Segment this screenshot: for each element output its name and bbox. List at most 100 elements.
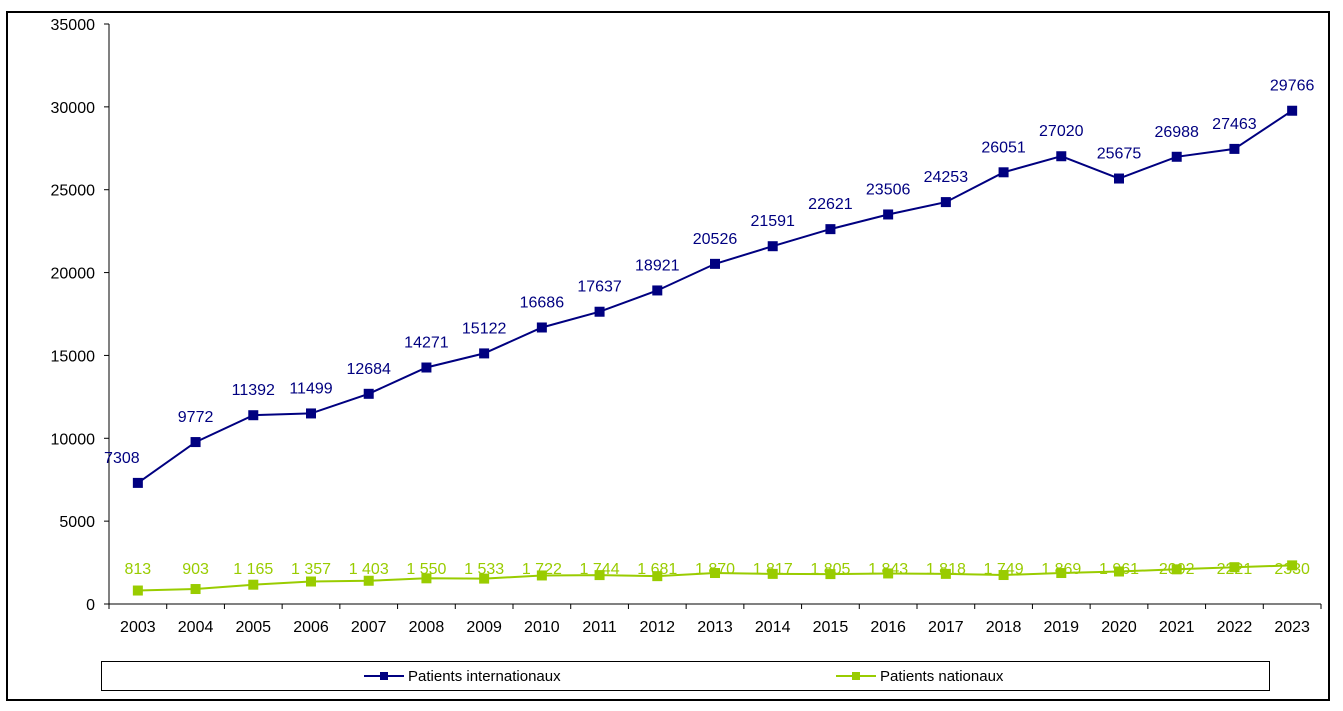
data-label-nationaux: 1 870 (695, 561, 735, 578)
x-tick-label: 2008 (409, 619, 445, 636)
data-point-internationaux (190, 437, 201, 448)
data-label-nationaux: 1 722 (522, 561, 562, 578)
data-point-nationaux (825, 569, 836, 580)
y-tick-label: 15000 (51, 348, 96, 365)
data-point-nationaux (421, 573, 432, 584)
y-tick-label: 35000 (51, 17, 96, 34)
data-label-nationaux: 2221 (1217, 561, 1253, 578)
legend-line-nationaux (836, 672, 876, 680)
x-tick-label: 2023 (1274, 619, 1310, 636)
data-label-internationaux: 24253 (924, 169, 969, 186)
data-point-internationaux (1287, 105, 1298, 116)
data-point-internationaux (883, 209, 894, 220)
data-point-internationaux (363, 388, 374, 399)
data-point-nationaux (883, 568, 894, 579)
data-point-nationaux (1287, 560, 1298, 571)
y-tick-label: 20000 (51, 266, 96, 283)
data-point-nationaux (190, 584, 201, 595)
data-point-internationaux (767, 241, 778, 252)
data-label-nationaux: 2092 (1159, 561, 1195, 578)
data-point-nationaux (998, 570, 1009, 581)
data-label-internationaux: 27020 (1039, 123, 1084, 140)
data-label-internationaux: 17637 (577, 279, 622, 296)
legend-marker-nationaux (852, 672, 860, 680)
x-tick-label: 2022 (1217, 619, 1253, 636)
data-label-nationaux: 1 817 (753, 561, 793, 578)
legend-item-internationaux: Patients internationaux (364, 662, 561, 690)
x-tick-label: 2016 (870, 619, 906, 636)
x-tick-label: 2012 (639, 619, 675, 636)
legend-marker-internationaux (380, 672, 388, 680)
data-label-nationaux: 1 403 (349, 561, 389, 578)
data-point-nationaux (767, 568, 778, 579)
data-point-nationaux (652, 571, 663, 582)
data-label-nationaux: 1 165 (233, 561, 273, 578)
data-label-internationaux: 26051 (981, 139, 1026, 156)
data-point-internationaux (710, 258, 720, 269)
x-tick-label: 2003 (120, 619, 156, 636)
x-tick-label: 2009 (466, 619, 502, 636)
y-tick-label: 0 (86, 597, 95, 614)
x-tick-label: 2011 (582, 619, 617, 636)
data-label-nationaux: 1 749 (984, 561, 1024, 578)
data-label-internationaux: 15122 (462, 320, 507, 337)
data-point-nationaux (479, 573, 490, 584)
data-label-internationaux: 22621 (808, 196, 853, 213)
data-point-internationaux (1114, 173, 1124, 184)
data-point-nationaux (1114, 566, 1124, 577)
data-label-nationaux: 2330 (1274, 561, 1310, 578)
data-label-internationaux: 21591 (750, 213, 795, 230)
data-point-internationaux (594, 306, 605, 317)
x-tick-label: 2019 (1043, 619, 1079, 636)
data-label-internationaux: 26988 (1154, 124, 1199, 141)
data-label-nationaux: 1 869 (1041, 561, 1081, 578)
data-point-nationaux (536, 570, 547, 581)
data-point-nationaux (306, 576, 316, 587)
y-tick-label: 25000 (51, 183, 96, 200)
data-point-internationaux (652, 285, 663, 296)
data-point-nationaux (1056, 568, 1067, 579)
data-label-internationaux: 12684 (346, 361, 391, 378)
data-label-internationaux: 11392 (232, 382, 275, 399)
data-label-internationaux: 20526 (693, 231, 738, 248)
data-label-internationaux: 16686 (520, 294, 565, 311)
y-tick-label: 30000 (51, 100, 96, 117)
x-tick-label: 2015 (813, 619, 849, 636)
data-label-nationaux: 903 (182, 561, 209, 578)
y-tick-label: 5000 (59, 514, 95, 531)
legend-label-internationaux: Patients internationaux (408, 667, 561, 685)
legend-item-nationaux: Patients nationaux (836, 662, 1003, 690)
x-tick-label: 2018 (986, 619, 1022, 636)
legend-line-internationaux (364, 672, 404, 680)
data-point-internationaux (132, 477, 143, 488)
data-point-internationaux (1229, 143, 1240, 154)
data-label-internationaux: 25675 (1097, 146, 1142, 163)
data-point-internationaux (306, 408, 316, 419)
data-point-nationaux (363, 575, 374, 586)
data-label-internationaux: 27463 (1212, 116, 1257, 133)
data-point-internationaux (998, 167, 1009, 178)
x-tick-label: 2017 (928, 619, 964, 636)
data-point-nationaux (1229, 562, 1240, 573)
data-point-nationaux (940, 568, 951, 579)
data-label-internationaux: 11499 (289, 380, 332, 397)
series-line-internationaux (137, 109, 1293, 484)
data-label-internationaux: 14271 (404, 335, 449, 352)
data-label-internationaux: 18921 (635, 257, 680, 274)
data-label-internationaux: 9772 (178, 409, 214, 426)
data-label-internationaux: 29766 (1270, 78, 1315, 95)
data-point-internationaux (479, 348, 490, 359)
data-label-nationaux: 1 818 (926, 561, 966, 578)
data-point-internationaux (1171, 151, 1182, 162)
data-label-nationaux: 1 357 (291, 561, 331, 578)
x-tick-label: 2007 (351, 619, 387, 636)
data-point-internationaux (940, 197, 951, 208)
legend: Patients internationaux Patients nationa… (101, 661, 1270, 691)
data-label-nationaux: 1 744 (580, 561, 620, 578)
y-tick-label: 10000 (51, 431, 96, 448)
x-tick-label: 2006 (293, 619, 329, 636)
data-label-internationaux: 23506 (866, 181, 911, 198)
data-point-internationaux (536, 322, 547, 333)
x-tick-label: 2013 (697, 619, 733, 636)
